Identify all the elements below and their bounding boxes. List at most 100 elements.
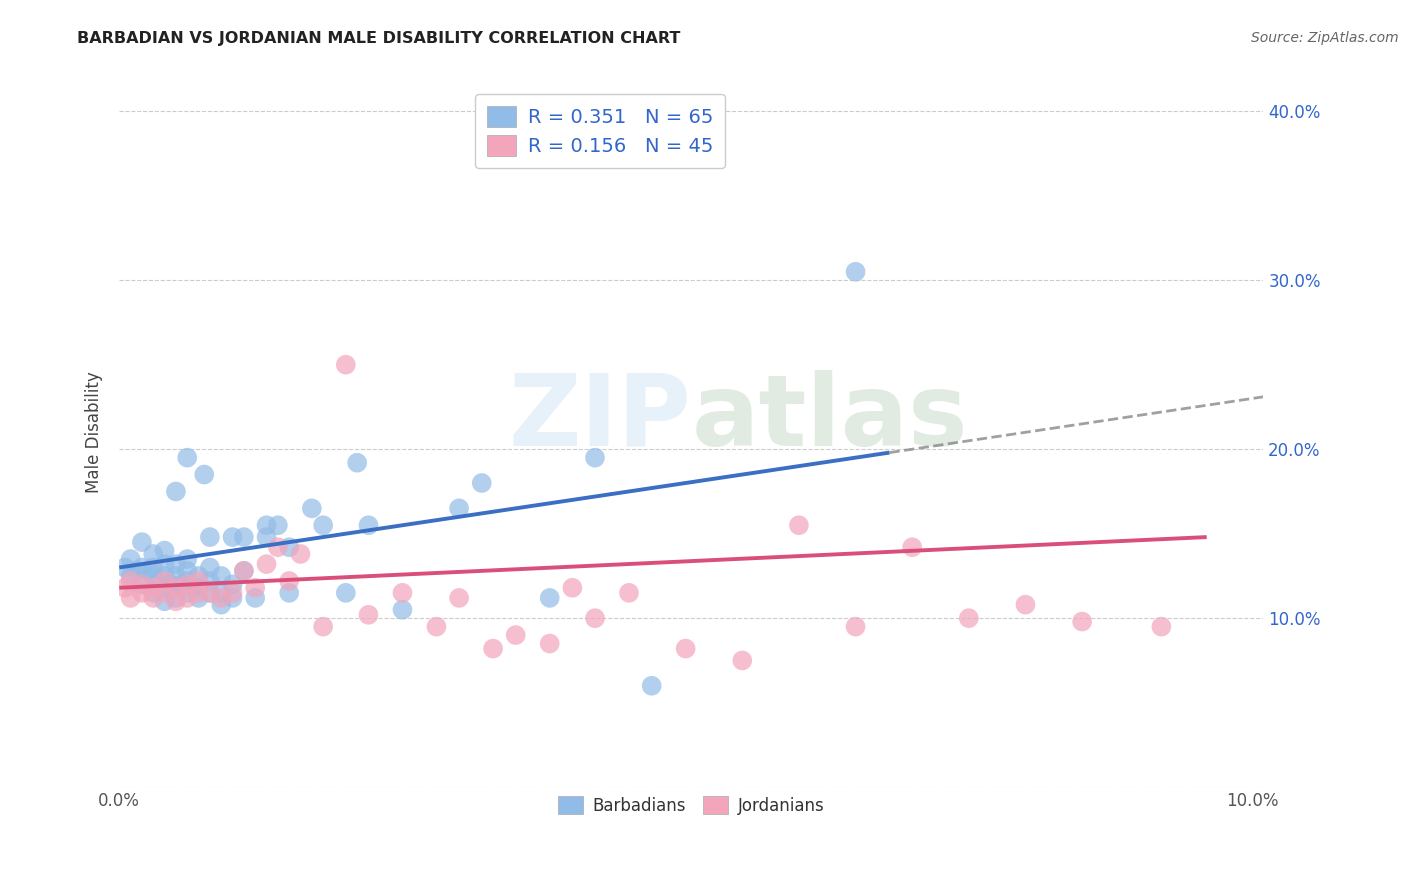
Point: [153, 569, 176, 583]
Point: [209, 591, 232, 605]
Point: [131, 577, 153, 591]
Y-axis label: Male Disability: Male Disability: [86, 371, 103, 493]
Point: [165, 581, 187, 595]
Point: [114, 581, 136, 595]
Point: [301, 501, 323, 516]
Point: [176, 450, 198, 465]
Point: [538, 636, 561, 650]
Point: [209, 569, 232, 583]
Point: [120, 552, 142, 566]
Point: [357, 518, 380, 533]
Point: [187, 586, 209, 600]
Point: [187, 569, 209, 583]
Point: [131, 577, 153, 591]
Point: [131, 535, 153, 549]
Point: [142, 581, 165, 595]
Point: [125, 564, 148, 578]
Point: [731, 653, 754, 667]
Point: [482, 641, 505, 656]
Point: [675, 641, 697, 656]
Point: [221, 586, 243, 600]
Point: [583, 611, 606, 625]
Text: BARBADIAN VS JORDANIAN MALE DISABILITY CORRELATION CHART: BARBADIAN VS JORDANIAN MALE DISABILITY C…: [77, 31, 681, 46]
Point: [845, 620, 868, 634]
Point: [193, 467, 215, 482]
Point: [165, 569, 187, 583]
Point: [153, 594, 176, 608]
Point: [787, 518, 810, 533]
Point: [256, 518, 278, 533]
Point: [267, 540, 290, 554]
Point: [198, 586, 221, 600]
Point: [136, 564, 159, 578]
Point: [198, 586, 221, 600]
Point: [114, 560, 136, 574]
Point: [391, 586, 413, 600]
Point: [471, 475, 494, 490]
Point: [335, 586, 357, 600]
Point: [176, 586, 198, 600]
Point: [187, 591, 209, 605]
Point: [176, 552, 198, 566]
Point: [391, 603, 413, 617]
Point: [221, 577, 243, 591]
Point: [232, 564, 254, 578]
Point: [209, 586, 232, 600]
Point: [131, 560, 153, 574]
Point: [845, 265, 868, 279]
Point: [221, 591, 243, 605]
Point: [131, 586, 153, 600]
Point: [290, 547, 312, 561]
Point: [181, 581, 204, 595]
Point: [449, 501, 471, 516]
Text: ZIP: ZIP: [509, 369, 692, 467]
Point: [176, 574, 198, 588]
Point: [278, 540, 301, 554]
Point: [142, 547, 165, 561]
Point: [198, 530, 221, 544]
Point: [267, 518, 290, 533]
Point: [901, 540, 924, 554]
Point: [170, 577, 193, 591]
Point: [245, 581, 267, 595]
Point: [153, 581, 176, 595]
Point: [142, 591, 165, 605]
Point: [256, 530, 278, 544]
Point: [153, 543, 176, 558]
Point: [176, 591, 198, 605]
Point: [142, 560, 165, 574]
Point: [159, 577, 181, 591]
Point: [425, 620, 447, 634]
Point: [142, 569, 165, 583]
Text: Source: ZipAtlas.com: Source: ZipAtlas.com: [1251, 31, 1399, 45]
Point: [232, 564, 254, 578]
Point: [120, 591, 142, 605]
Point: [583, 450, 606, 465]
Point: [1071, 615, 1094, 629]
Point: [187, 574, 209, 588]
Point: [232, 530, 254, 544]
Point: [346, 456, 368, 470]
Point: [198, 560, 221, 574]
Point: [561, 581, 583, 595]
Point: [165, 557, 187, 571]
Point: [1014, 598, 1036, 612]
Point: [221, 530, 243, 544]
Point: [142, 586, 165, 600]
Point: [176, 564, 198, 578]
Point: [449, 591, 471, 605]
Point: [187, 581, 209, 595]
Point: [256, 557, 278, 571]
Point: [120, 569, 142, 583]
Point: [153, 574, 176, 588]
Point: [335, 358, 357, 372]
Legend: Barbadians, Jordanians: Barbadians, Jordanians: [548, 787, 835, 825]
Point: [312, 620, 335, 634]
Point: [165, 594, 187, 608]
Point: [198, 574, 221, 588]
Point: [278, 574, 301, 588]
Point: [165, 581, 187, 595]
Point: [153, 586, 176, 600]
Point: [245, 591, 267, 605]
Point: [617, 586, 640, 600]
